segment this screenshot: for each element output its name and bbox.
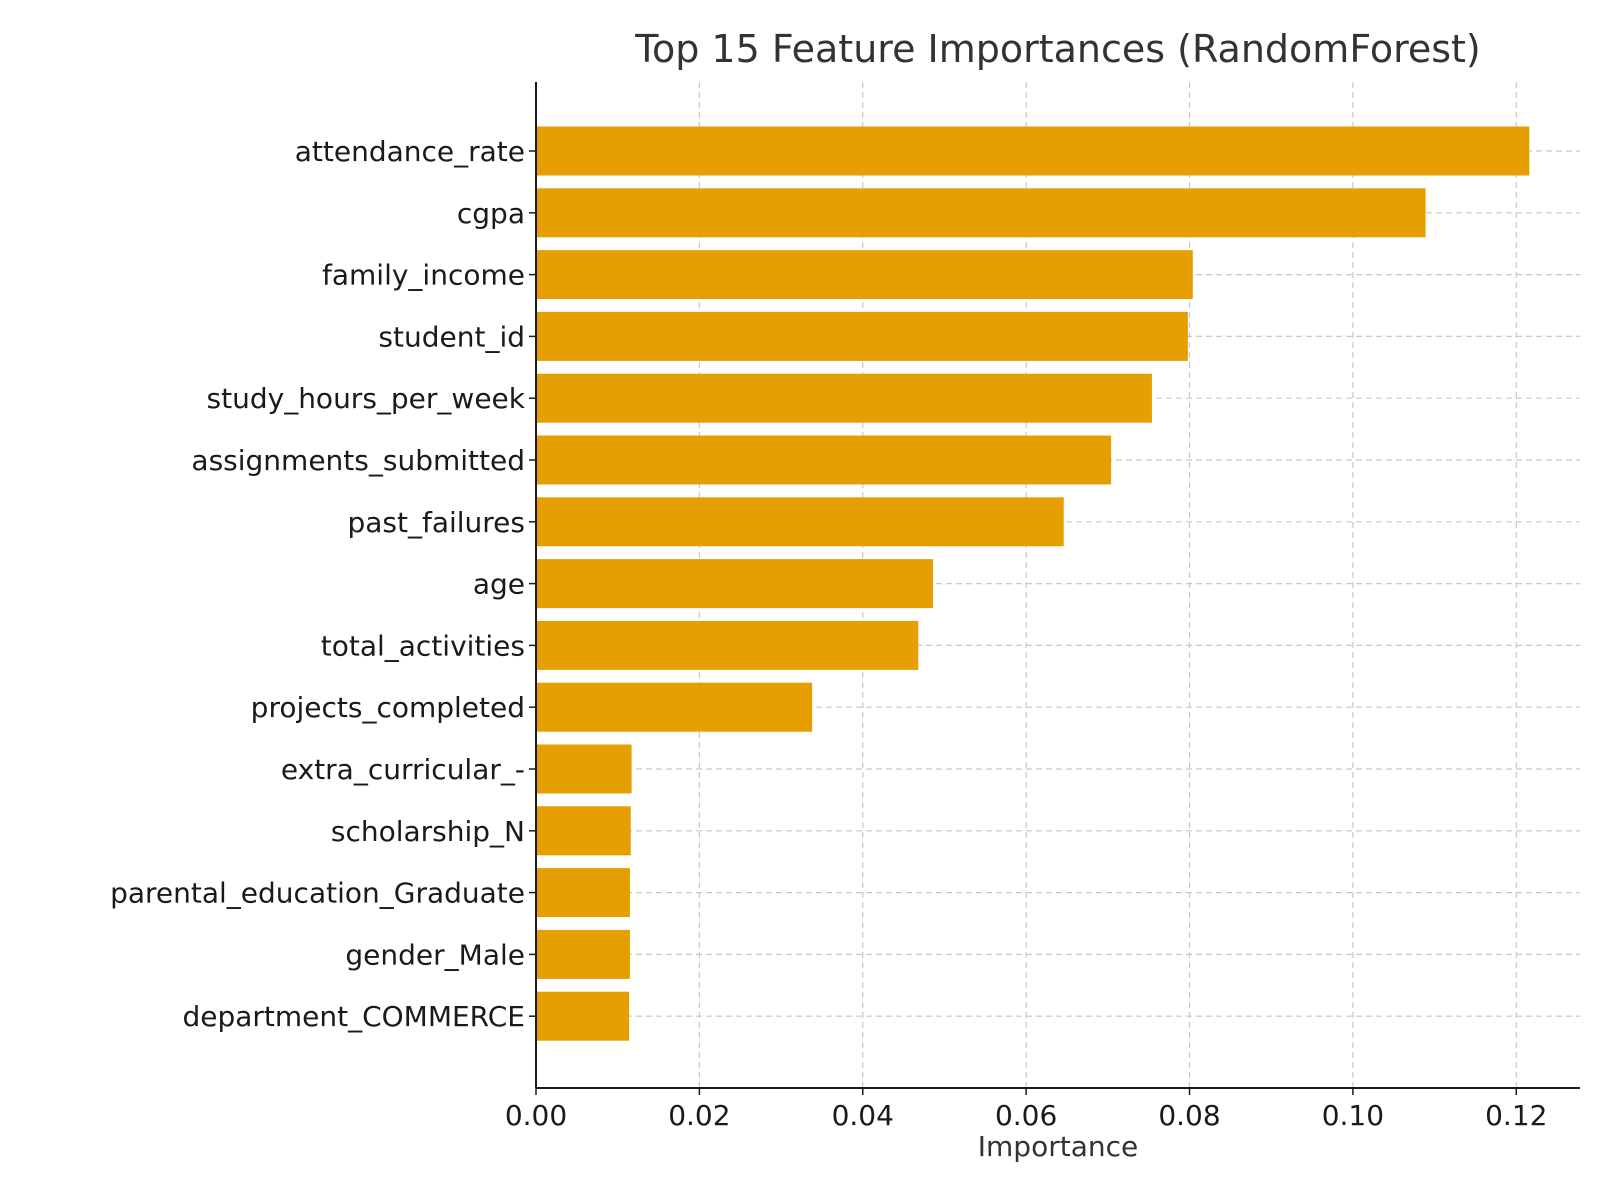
x-tick-label: 0.12 — [1485, 1099, 1547, 1132]
bar — [536, 559, 934, 609]
grid-layer — [535, 82, 1580, 1088]
x-tick-label: 0.02 — [668, 1099, 730, 1132]
bar — [536, 188, 1426, 238]
bar — [536, 497, 1064, 547]
bar — [536, 991, 630, 1041]
y-tick-label: parental_education_Graduate — [110, 877, 525, 910]
y-tick-label: attendance_rate — [295, 135, 525, 168]
y-tick-label: family_income — [322, 259, 525, 292]
y-tick-label: total_activities — [321, 629, 525, 662]
axis-layer: 0.00 0.02 0.04 0.06 0.08 0.10 0.12 attendance_r… — [110, 82, 1580, 1132]
y-tick-label: study_hours_per_week — [207, 382, 526, 415]
y-tick-label: age — [473, 568, 525, 601]
y-tick-label: gender_Male — [345, 938, 525, 971]
x-tick-label: 0.04 — [832, 1099, 894, 1132]
bar — [536, 126, 1530, 176]
y-tick-label: scholarship_N — [331, 815, 525, 848]
bar — [536, 868, 630, 918]
y-tick-label: extra_curricular_- — [281, 753, 525, 786]
bar — [536, 929, 630, 979]
x-tick-label: 0.10 — [1322, 1099, 1384, 1132]
x-axis-label: Importance — [978, 1130, 1138, 1163]
bar — [536, 806, 631, 856]
bar — [536, 250, 1193, 300]
y-tick-label: assignments_submitted — [191, 444, 525, 477]
bar — [536, 435, 1112, 485]
x-tick-label: 0.08 — [1158, 1099, 1220, 1132]
chart-title: Top 15 Feature Importances (RandomForest… — [634, 27, 1481, 71]
y-tick-label: projects_completed — [251, 691, 525, 724]
y-tick-label: department_COMMERCE — [182, 1000, 525, 1033]
bar — [536, 620, 919, 670]
y-tick-label: student_id — [378, 320, 525, 353]
bar-layer — [536, 126, 1530, 1041]
bar — [536, 373, 1152, 423]
y-tick-label: cgpa — [457, 197, 525, 230]
x-tick-label: 0.00 — [505, 1099, 567, 1132]
bar — [536, 311, 1188, 361]
bar — [536, 682, 813, 732]
bar — [536, 744, 632, 794]
x-tick-label: 0.06 — [995, 1099, 1057, 1132]
y-tick-label: past_failures — [347, 506, 525, 539]
